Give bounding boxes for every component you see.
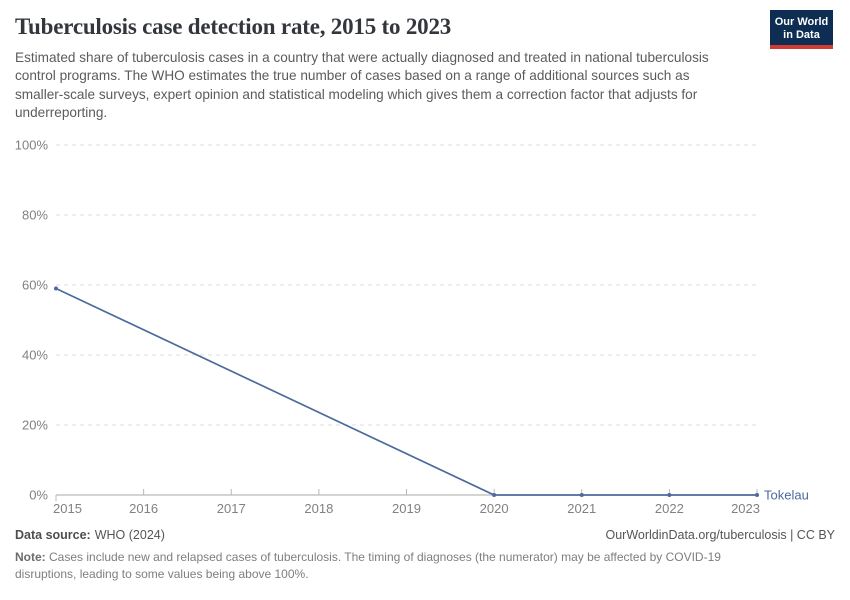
attribution-link[interactable]: OurWorldinData.org/tuberculosis | CC BY — [605, 528, 836, 542]
x-tick-label: 2022 — [655, 501, 684, 516]
x-tick-label: 2017 — [217, 501, 246, 516]
footnote-text: Cases include new and relapsed cases of … — [15, 550, 721, 582]
data-source-label: Data source: — [15, 528, 91, 542]
y-tick-label: 100% — [15, 138, 49, 153]
chart-subtitle: Estimated share of tuberculosis cases in… — [15, 50, 709, 121]
data-point[interactable] — [579, 493, 584, 497]
logo-line-2: in Data — [783, 29, 820, 42]
y-tick-label: 20% — [22, 418, 48, 433]
chart-header: Tuberculosis case detection rate, 2015 t… — [15, 14, 760, 123]
x-tick-label: 2023 — [731, 501, 760, 516]
series-label-tokelau[interactable]: Tokelau — [764, 488, 809, 503]
data-point[interactable] — [54, 286, 58, 291]
y-tick-label: 40% — [22, 348, 48, 363]
chart-footer: Data source: WHO (2024) OurWorldinData.or… — [15, 528, 835, 583]
y-tick-label: 0% — [29, 488, 48, 503]
data-point[interactable] — [667, 493, 672, 497]
data-point[interactable] — [492, 493, 497, 497]
data-source: Data source: WHO (2024) — [15, 528, 165, 542]
x-tick-label: 2021 — [567, 501, 596, 516]
x-tick-label: 2019 — [392, 501, 421, 516]
y-tick-label: 60% — [22, 278, 48, 293]
y-tick-label: 80% — [22, 208, 48, 223]
x-tick-label: 2018 — [304, 501, 333, 516]
x-tick-label: 2016 — [129, 501, 158, 516]
footnote: Note: Cases include new and relapsed cas… — [15, 549, 721, 583]
footnote-label: Note: — [15, 550, 46, 564]
x-tick-label: 2015 — [53, 501, 82, 516]
data-source-value: WHO (2024) — [94, 528, 165, 542]
x-tick-label: 2020 — [480, 501, 509, 516]
data-point[interactable] — [755, 493, 759, 497]
page-title: Tuberculosis case detection rate, 2015 t… — [15, 14, 452, 39]
logo-line-1: Our World — [774, 16, 829, 28]
series-line-tokelau[interactable] — [55, 287, 757, 496]
source-row: Data source: WHO (2024) OurWorldinData.or… — [15, 528, 835, 542]
owid-logo: Our World in Data — [770, 10, 833, 50]
line-chart-plot-area[interactable]: 0% 20% 40% 60% 80% 100% 2015 2016 2017 2018 2019 20… — [0, 130, 850, 525]
